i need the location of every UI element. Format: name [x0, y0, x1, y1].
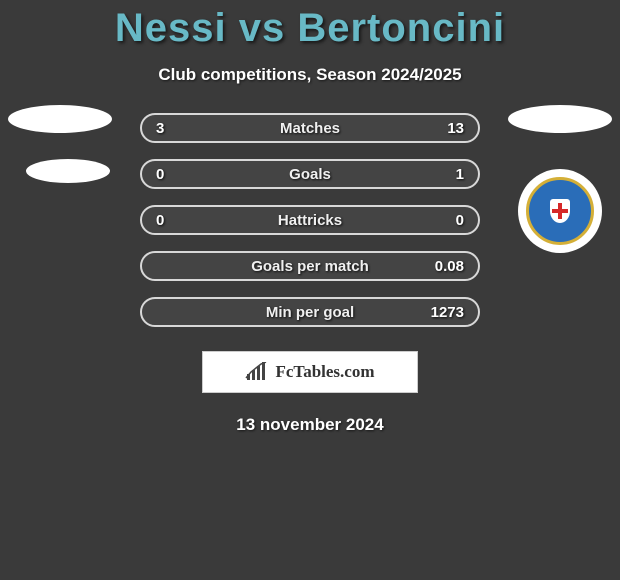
- stat-row-min-per-goal: Min per goal 1273: [140, 297, 480, 327]
- left-team-badge-1: [8, 105, 112, 133]
- stat-label: Matches: [280, 120, 340, 137]
- stat-row-goals: 0 Goals 1: [140, 159, 480, 189]
- stat-right-value: 13: [424, 120, 464, 137]
- stat-right-value: 1: [424, 166, 464, 183]
- stat-right-value: 1273: [424, 304, 464, 321]
- right-team-badge-2: [518, 169, 602, 253]
- shield-icon: [550, 199, 570, 223]
- stat-left-value: 3: [156, 120, 196, 137]
- left-team-badge-2: [26, 159, 110, 183]
- brand-link[interactable]: FcTables.com: [202, 351, 418, 393]
- right-team-badge-1: [508, 105, 612, 133]
- stat-label: Hattricks: [278, 212, 342, 229]
- comparison-panel: 3 Matches 13 0 Goals 1 0 Hattricks 0 Goa…: [0, 113, 620, 327]
- left-team-badges: [8, 105, 112, 183]
- stat-rows: 3 Matches 13 0 Goals 1 0 Hattricks 0 Goa…: [140, 113, 480, 327]
- stat-right-value: 0.08: [424, 258, 464, 275]
- page-title: Nessi vs Bertoncini: [0, 0, 620, 51]
- stat-label: Goals per match: [251, 258, 369, 275]
- stat-left-value: 0: [156, 166, 196, 183]
- brand-text: FcTables.com: [275, 362, 374, 382]
- stat-label: Goals: [289, 166, 331, 183]
- stat-row-hattricks: 0 Hattricks 0: [140, 205, 480, 235]
- date-label: 13 november 2024: [0, 415, 620, 435]
- stat-left-value: 0: [156, 212, 196, 229]
- stat-row-goals-per-match: Goals per match 0.08: [140, 251, 480, 281]
- season-subtitle: Club competitions, Season 2024/2025: [0, 65, 620, 85]
- stat-right-value: 0: [424, 212, 464, 229]
- novara-calcio-badge: [526, 177, 594, 245]
- chart-icon: [245, 362, 269, 382]
- right-team-badges: [508, 105, 612, 253]
- stat-row-matches: 3 Matches 13: [140, 113, 480, 143]
- stat-label: Min per goal: [266, 304, 354, 321]
